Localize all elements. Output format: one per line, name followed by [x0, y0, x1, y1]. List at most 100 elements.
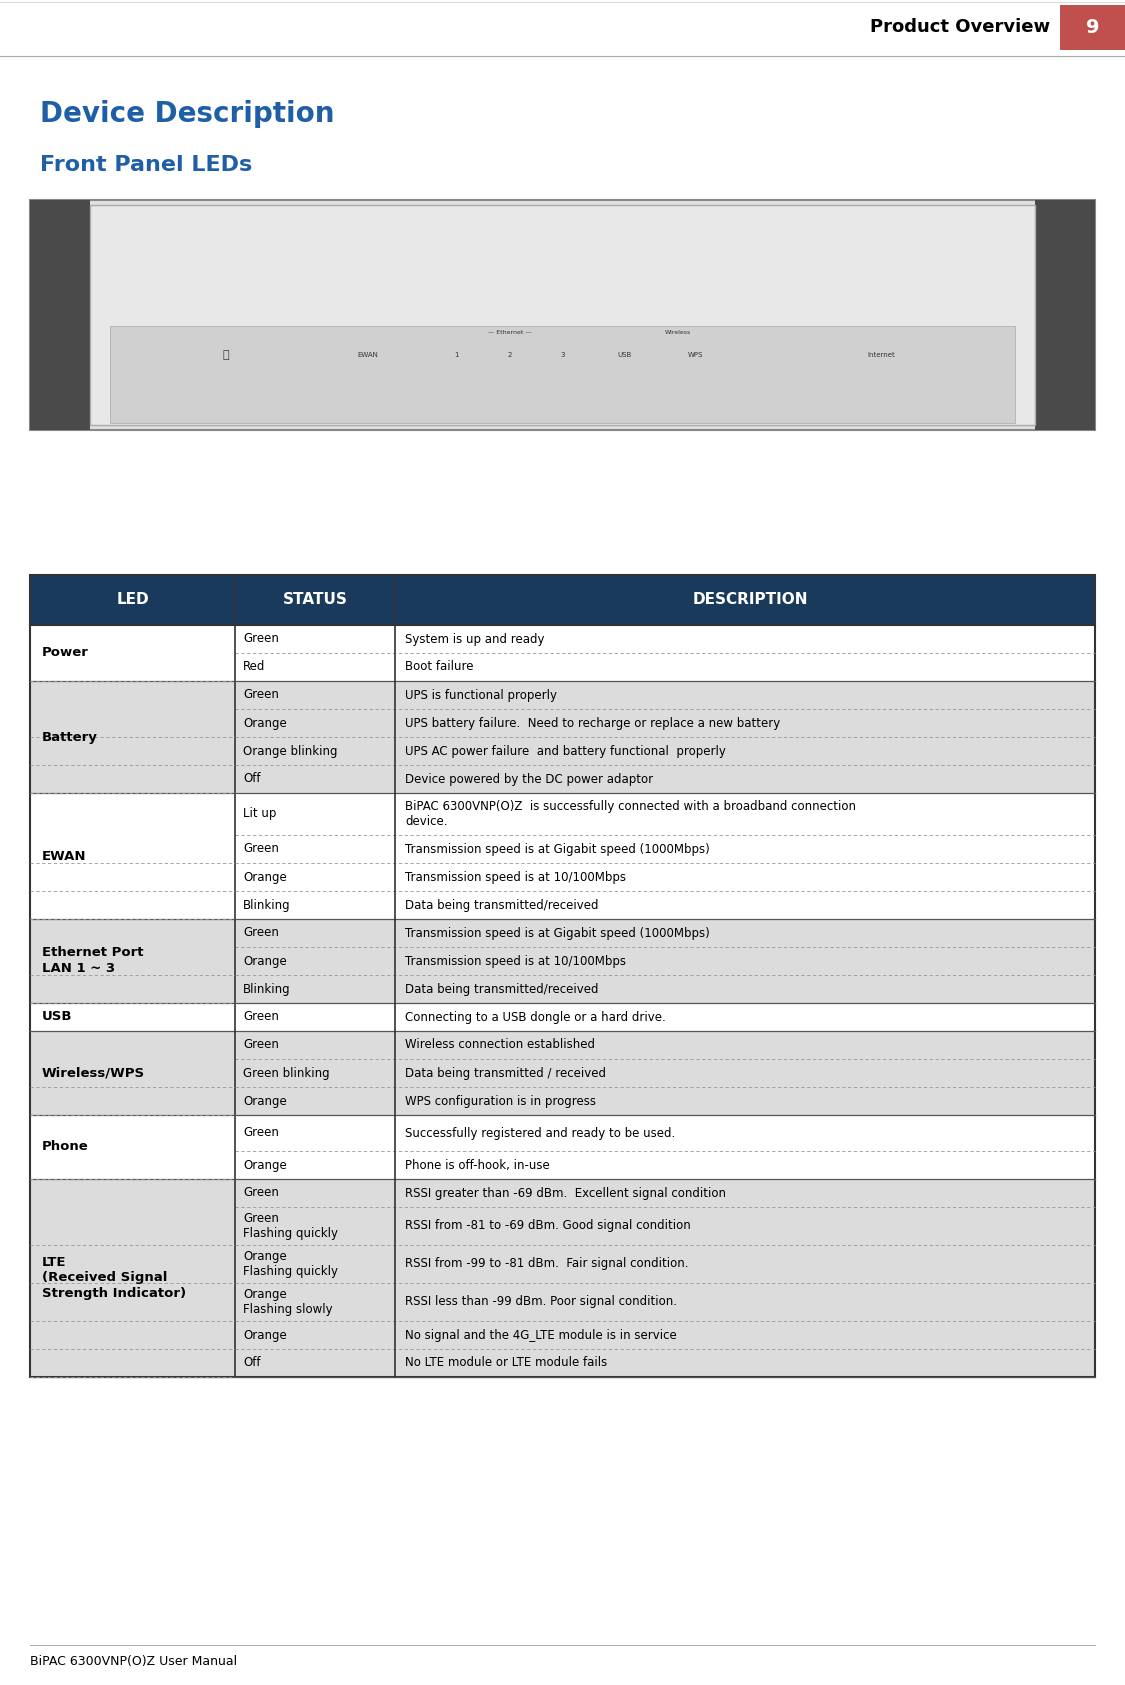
- Bar: [30, 1180, 235, 1377]
- Text: Data being transmitted/received: Data being transmitted/received: [405, 898, 598, 912]
- Text: LED: LED: [116, 593, 148, 608]
- Text: WPS: WPS: [687, 352, 703, 359]
- Bar: [30, 575, 1095, 1377]
- Text: Red: Red: [243, 661, 266, 674]
- Text: Ethernet Port
LAN 1 ~ 3: Ethernet Port LAN 1 ~ 3: [42, 947, 144, 976]
- Text: Internet: Internet: [867, 352, 896, 359]
- Bar: [30, 681, 235, 794]
- Text: WPS configuration is in progress: WPS configuration is in progress: [405, 1095, 596, 1107]
- Text: Phone is off-hook, in-use: Phone is off-hook, in-use: [405, 1159, 550, 1171]
- Text: ⏻: ⏻: [223, 350, 229, 361]
- Text: EWAN: EWAN: [358, 352, 378, 359]
- Bar: [30, 765, 1095, 794]
- Text: Product Overview: Product Overview: [870, 19, 1050, 37]
- Text: Transmission speed is at Gigabit speed (1000Mbps): Transmission speed is at Gigabit speed (…: [405, 927, 710, 940]
- Text: RSSI from -99 to -81 dBm.  Fair signal condition.: RSSI from -99 to -81 dBm. Fair signal co…: [405, 1257, 688, 1270]
- Bar: [30, 1151, 1095, 1179]
- Text: 3: 3: [560, 352, 565, 359]
- Text: Blinking: Blinking: [243, 982, 290, 996]
- Text: System is up and ready: System is up and ready: [405, 632, 544, 645]
- Bar: [30, 794, 235, 918]
- Text: — Ethernet —: — Ethernet —: [487, 330, 531, 335]
- Text: RSSI greater than -69 dBm.  Excellent signal condition: RSSI greater than -69 dBm. Excellent sig…: [405, 1186, 726, 1200]
- Text: USB: USB: [42, 1011, 72, 1023]
- Bar: [30, 1206, 1095, 1245]
- Text: No signal and the 4G_LTE module is in service: No signal and the 4G_LTE module is in se…: [405, 1328, 677, 1341]
- Bar: [30, 1058, 1095, 1087]
- Bar: [30, 654, 1095, 681]
- Text: UPS battery failure.  Need to recharge or replace a new battery: UPS battery failure. Need to recharge or…: [405, 716, 781, 730]
- Bar: [30, 625, 235, 681]
- Text: Transmission speed is at Gigabit speed (1000Mbps): Transmission speed is at Gigabit speed (…: [405, 842, 710, 856]
- Text: 9: 9: [1086, 19, 1099, 37]
- Text: Orange: Orange: [243, 716, 287, 730]
- Text: Orange: Orange: [243, 1159, 287, 1171]
- Text: Power: Power: [42, 647, 89, 659]
- Text: 1: 1: [455, 352, 459, 359]
- Text: USB: USB: [618, 352, 631, 359]
- Bar: [30, 1115, 235, 1180]
- Text: Wireless connection established: Wireless connection established: [405, 1038, 595, 1051]
- Text: Green: Green: [243, 632, 279, 645]
- Bar: [30, 863, 1095, 891]
- Text: Transmission speed is at 10/100Mbps: Transmission speed is at 10/100Mbps: [405, 954, 626, 967]
- Text: Off: Off: [243, 1356, 261, 1370]
- Text: Off: Off: [243, 772, 261, 785]
- Text: Transmission speed is at 10/100Mbps: Transmission speed is at 10/100Mbps: [405, 871, 626, 883]
- Bar: [30, 1245, 1095, 1282]
- Bar: [30, 836, 1095, 863]
- Text: Orange: Orange: [243, 1095, 287, 1107]
- Bar: [30, 1031, 235, 1115]
- Bar: [30, 918, 1095, 947]
- Text: BiPAC 6300VNP(O)Z User Manual: BiPAC 6300VNP(O)Z User Manual: [30, 1655, 237, 1668]
- Bar: [30, 201, 1095, 430]
- Text: No LTE module or LTE module fails: No LTE module or LTE module fails: [405, 1356, 608, 1370]
- Text: Green
Flashing quickly: Green Flashing quickly: [243, 1212, 338, 1240]
- Text: Orange: Orange: [243, 954, 287, 967]
- Text: Green: Green: [243, 1127, 279, 1139]
- Text: Orange: Orange: [243, 1328, 287, 1341]
- Text: Successfully registered and ready to be used.: Successfully registered and ready to be …: [405, 1127, 675, 1139]
- Text: Wireless: Wireless: [665, 330, 691, 335]
- Text: Data being transmitted / received: Data being transmitted / received: [405, 1067, 606, 1080]
- Bar: [30, 794, 1095, 836]
- Bar: [30, 709, 1095, 736]
- Text: BiPAC 6300VNP(O)Z  is successfully connected with a broadband connection
device.: BiPAC 6300VNP(O)Z is successfully connec…: [405, 800, 856, 827]
- Text: Orange: Orange: [243, 871, 287, 883]
- Bar: [1060, 5, 1125, 51]
- Text: 2: 2: [507, 352, 512, 359]
- Text: Device Description: Device Description: [40, 99, 334, 128]
- Text: Lit up: Lit up: [243, 807, 277, 821]
- Bar: [30, 681, 1095, 709]
- Text: Battery: Battery: [42, 731, 98, 743]
- Text: Front Panel LEDs: Front Panel LEDs: [40, 155, 252, 175]
- Text: DESCRIPTION: DESCRIPTION: [692, 593, 808, 608]
- Bar: [30, 918, 235, 1003]
- Bar: [30, 947, 1095, 976]
- Text: STATUS: STATUS: [282, 593, 348, 608]
- Text: Green: Green: [243, 842, 279, 856]
- Text: Data being transmitted/received: Data being transmitted/received: [405, 982, 598, 996]
- Bar: [30, 1115, 1095, 1151]
- Text: EWAN: EWAN: [42, 849, 87, 863]
- Text: UPS AC power failure  and battery functional  properly: UPS AC power failure and battery functio…: [405, 745, 726, 758]
- Text: Green: Green: [243, 1011, 279, 1023]
- Text: Green: Green: [243, 689, 279, 701]
- Text: Phone: Phone: [42, 1141, 89, 1154]
- Bar: [30, 976, 1095, 1003]
- Text: Orange blinking: Orange blinking: [243, 745, 338, 758]
- Bar: [90, 206, 1035, 425]
- Bar: [30, 736, 1095, 765]
- Text: Blinking: Blinking: [243, 898, 290, 912]
- Text: RSSI from -81 to -69 dBm. Good signal condition: RSSI from -81 to -69 dBm. Good signal co…: [405, 1220, 691, 1232]
- Bar: [30, 625, 1095, 654]
- Text: Wireless/WPS: Wireless/WPS: [42, 1067, 145, 1080]
- Bar: [30, 1282, 1095, 1321]
- Bar: [30, 1003, 235, 1031]
- Bar: [30, 891, 1095, 918]
- Bar: [30, 1321, 1095, 1350]
- Bar: [30, 575, 1095, 625]
- Bar: [30, 1087, 1095, 1115]
- Bar: [110, 327, 1015, 423]
- Text: Connecting to a USB dongle or a hard drive.: Connecting to a USB dongle or a hard dri…: [405, 1011, 666, 1023]
